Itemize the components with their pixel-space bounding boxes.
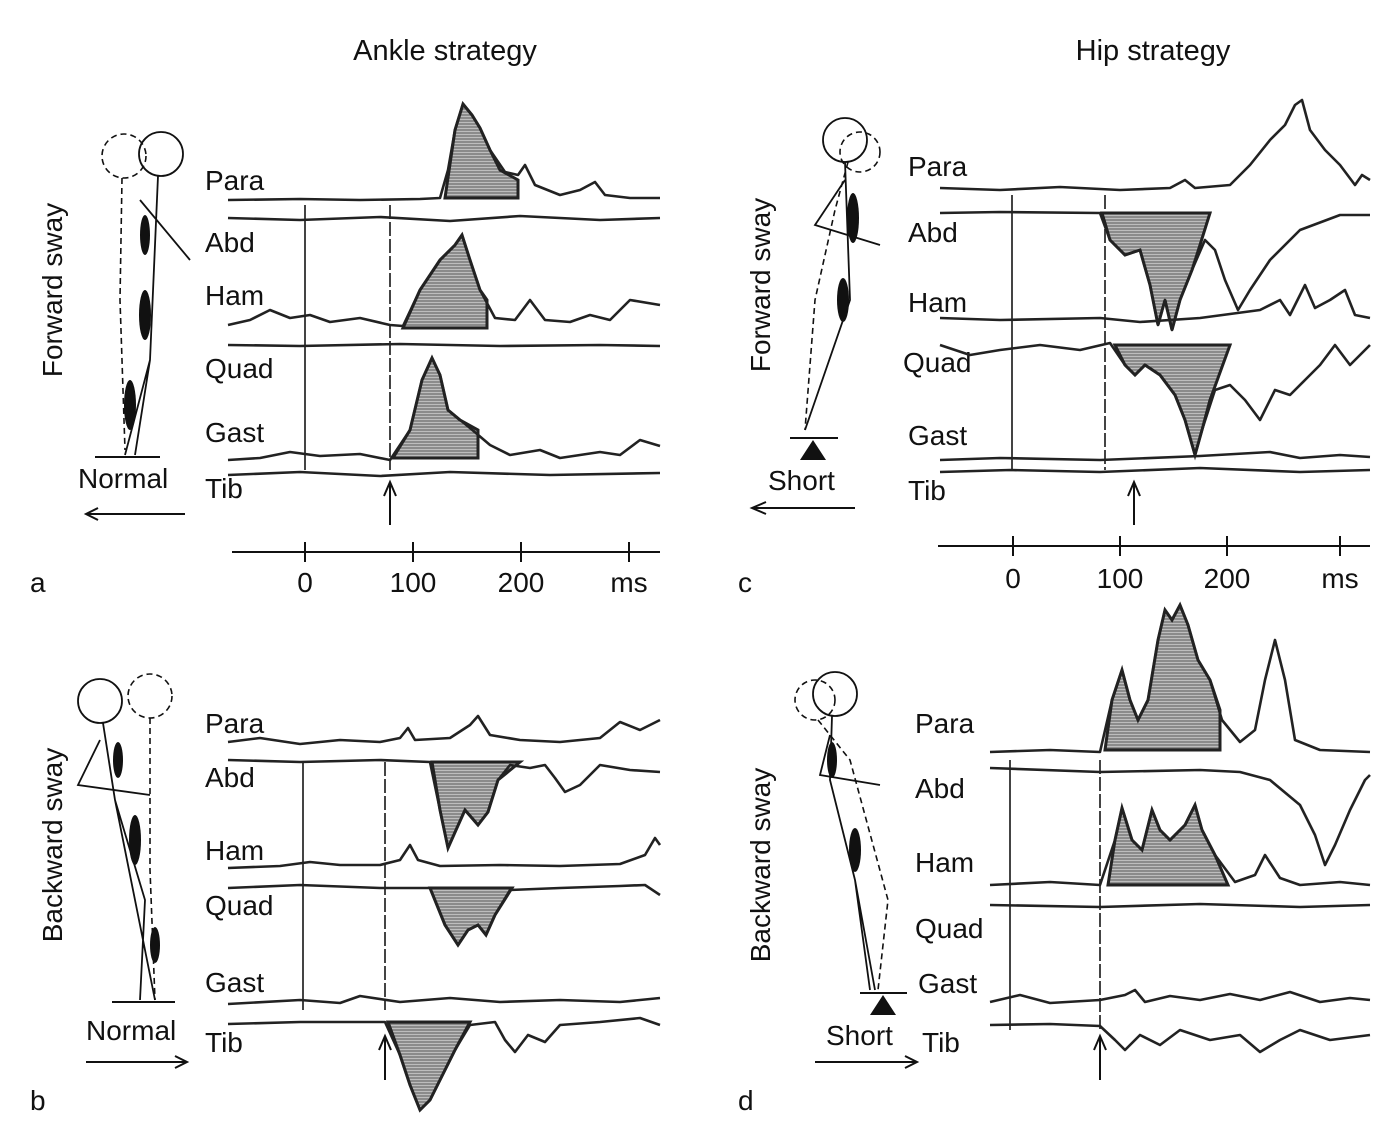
muscle-label: Abd	[205, 227, 255, 258]
muscle-label: Para	[205, 708, 265, 739]
hip-strategy-title: Hip strategy	[1076, 35, 1231, 67]
muscle-label: Gast	[918, 968, 977, 999]
perturbation-arrow-c	[749, 501, 855, 515]
emg-trace-tib	[227, 1016, 661, 1112]
emg-trace-ham	[939, 283, 1371, 324]
muscle-label: Tib	[205, 473, 243, 504]
muscle-label: Ham	[205, 280, 264, 311]
emg-trace-para	[989, 603, 1371, 754]
muscle-label: Para	[915, 708, 975, 739]
emg-trace-quad	[989, 902, 1371, 909]
emg-trace-abd	[227, 214, 661, 223]
onset-arrow	[1093, 1033, 1107, 1080]
tick-label: 200	[1204, 563, 1251, 594]
muscle-label: Tib	[908, 475, 946, 506]
ankle-strategy-title: Ankle strategy	[353, 35, 537, 67]
muscle-label: Abd	[915, 773, 965, 804]
muscle-label: Abd	[205, 762, 255, 793]
muscle-label: Ham	[205, 835, 264, 866]
surface-label-c: Short	[768, 465, 835, 496]
stick-figure-c	[790, 117, 881, 460]
panel-letter-d: d	[738, 1085, 754, 1116]
panel-letter-c: c	[738, 567, 752, 598]
sway-label-d: Backward sway	[745, 768, 776, 963]
emg-trace-para	[227, 102, 660, 202]
muscle-label: Para	[908, 151, 968, 182]
time-axis-a: 0 100 200 ms	[232, 542, 660, 598]
emg-burst	[443, 100, 520, 200]
emg-burst	[400, 231, 489, 330]
panel-b: b Backward sway Normal Para Abd Ham Quad…	[30, 673, 662, 1116]
surface-label-b: Normal	[86, 1015, 176, 1046]
muscle-label: Ham	[908, 287, 967, 318]
emg-trace-abd	[939, 210, 1370, 332]
emg-trace-quad	[227, 342, 661, 348]
emg-trace-quad	[227, 883, 661, 947]
muscle-label: Quad	[205, 890, 274, 921]
emg-trace-tib	[939, 466, 1371, 474]
emg-trace-gast	[227, 994, 661, 1006]
panel-c: c Forward sway Short Para Abd Ham Quad G…	[738, 98, 1371, 598]
emg-burst	[390, 354, 480, 460]
perturbation-arrow-a	[83, 507, 185, 521]
emg-trace-tib	[227, 470, 661, 478]
emg-trace-abd	[989, 766, 1371, 867]
time-axis-c: 0 100 200 ms	[938, 536, 1370, 594]
perturbation-arrow-b	[86, 1055, 190, 1069]
emg-trace-gast	[989, 988, 1371, 1005]
muscle-label: Tib	[205, 1027, 243, 1058]
emg-burst	[385, 1020, 473, 1113]
tick-label: 100	[1097, 563, 1144, 594]
muscle-label: Gast	[908, 420, 967, 451]
emg-trace-para	[939, 98, 1371, 192]
panel-letter-a: a	[30, 567, 46, 598]
onset-arrow	[1127, 479, 1141, 525]
sway-label-a: Forward sway	[37, 203, 68, 377]
emg-trace-ham	[227, 233, 661, 328]
surface-label-a: Normal	[78, 463, 168, 494]
stick-figure-b	[76, 673, 175, 1003]
emg-trace-gast	[227, 356, 661, 462]
stick-figure-d	[794, 671, 907, 1015]
panel-letter-b: b	[30, 1085, 46, 1116]
tick-label: 0	[1005, 563, 1021, 594]
emg-trace-abd	[227, 758, 661, 850]
muscle-label: Para	[205, 165, 265, 196]
unit-label: ms	[1321, 563, 1358, 594]
emg-trace-ham	[989, 803, 1371, 887]
perturbation-arrow-d	[815, 1055, 920, 1069]
muscle-label: Tib	[922, 1027, 960, 1058]
onset-arrow	[383, 479, 397, 525]
muscle-label: Quad	[205, 353, 274, 384]
sway-label-b: Backward sway	[37, 748, 68, 943]
emg-trace-gast	[939, 450, 1371, 462]
emg-trace-ham	[227, 836, 662, 870]
stick-figure-a	[95, 131, 191, 458]
tick-label: 100	[390, 567, 437, 598]
tick-label: 0	[297, 567, 313, 598]
emg-trace-tib	[989, 1022, 1371, 1054]
muscle-label: Gast	[205, 967, 264, 998]
sway-label-c: Forward sway	[745, 198, 776, 372]
onset-arrow	[378, 1033, 392, 1080]
tick-label: 200	[498, 567, 545, 598]
emg-burst	[1103, 601, 1222, 752]
panel-a: a Forward sway Normal Para Abd Ham Quad …	[30, 100, 661, 598]
muscle-label: Quad	[915, 913, 984, 944]
muscle-label: Abd	[908, 217, 958, 248]
panel-d: d Backward sway Short Para Abd Ham Quad …	[738, 601, 1371, 1116]
emg-trace-para	[227, 714, 661, 746]
muscle-label: Gast	[205, 417, 264, 448]
unit-label: ms	[610, 567, 647, 598]
surface-label-d: Short	[826, 1020, 893, 1051]
muscle-label: Ham	[915, 847, 974, 878]
